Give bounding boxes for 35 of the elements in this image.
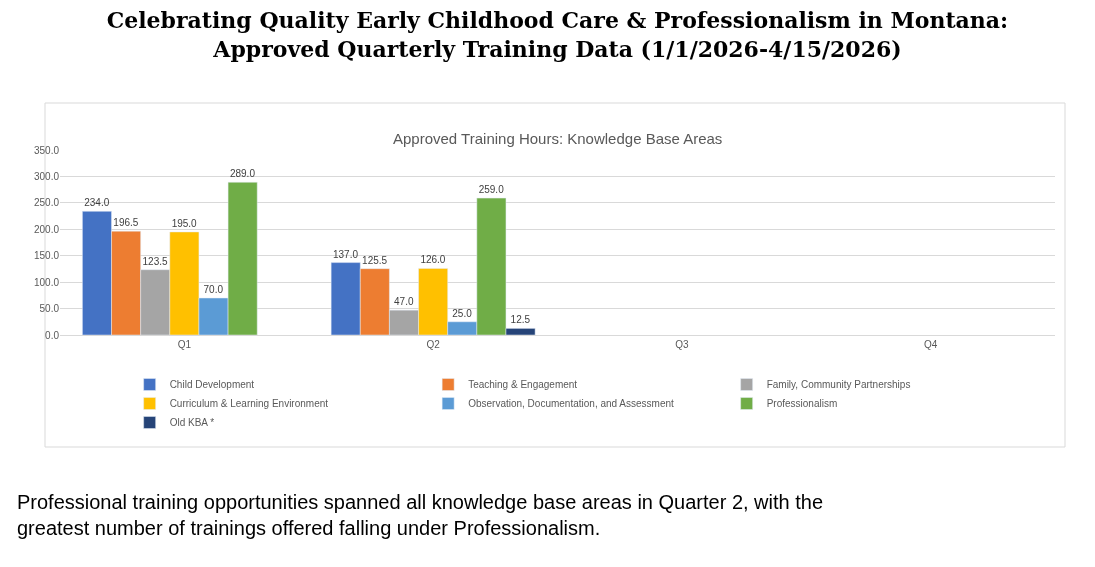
data-label: 70.0	[203, 284, 224, 295]
legend-label: Old KBA *	[169, 417, 215, 429]
x-tick-label: Q2	[426, 339, 441, 350]
data-label: 234.0	[84, 197, 110, 209]
y-tick-label: 300.0	[33, 170, 60, 182]
data-label: 195.0	[171, 217, 198, 229]
data-label: 259.0	[478, 184, 505, 196]
y-tick-label: 50.0	[39, 303, 60, 315]
x-tick-label: Q3	[675, 339, 689, 350]
y-tick-label: 100.0	[33, 276, 60, 288]
y-tick-label: 0.0	[45, 329, 60, 341]
data-label: 125.5	[362, 254, 388, 266]
legend-label: Teaching & Engagement	[468, 379, 578, 391]
data-label: 123.5	[142, 255, 168, 267]
legend-label: Professionalism	[766, 398, 838, 410]
text: Professional training opportunities spanned all knowledge base areas in Quarter 2, with the greatest number of trainings offered falling under Professionalism.	[17, 491, 824, 539]
y-tick-label: 250.0	[33, 197, 60, 209]
data-label: 137.0	[332, 248, 359, 260]
legend-label: Child Development	[169, 379, 255, 391]
data-label: 25.0	[452, 307, 473, 319]
data-label: 126.0	[420, 254, 446, 266]
y-tick-label: 350.0	[33, 144, 60, 156]
data-label: 289.0	[229, 168, 256, 180]
x-tick-label: Q4	[923, 339, 938, 350]
data-label: 47.0	[394, 296, 414, 308]
chart-subtitle: Approved Training Hours: Knowledge Base Areas	[393, 130, 723, 147]
legend-label: Curriculum & Learning Environment	[169, 398, 329, 410]
y-tick-label: 150.0	[33, 250, 60, 262]
x-tick-label: Q1	[177, 339, 192, 350]
legend-label: Family, Community Partnerships	[766, 379, 911, 391]
data-label: 12.5	[510, 314, 531, 326]
y-tick-label: 200.0	[33, 223, 60, 235]
chart-title: Celebrating Quality Early Childhood Care & Professionalism in Montana: Approved Quarterly Training Data (1/1/2026-4/15/2026)	[106, 7, 1009, 62]
legend-label: Observation, Documentation, and Assessment	[468, 398, 675, 410]
data-label: 196.5	[113, 217, 139, 229]
